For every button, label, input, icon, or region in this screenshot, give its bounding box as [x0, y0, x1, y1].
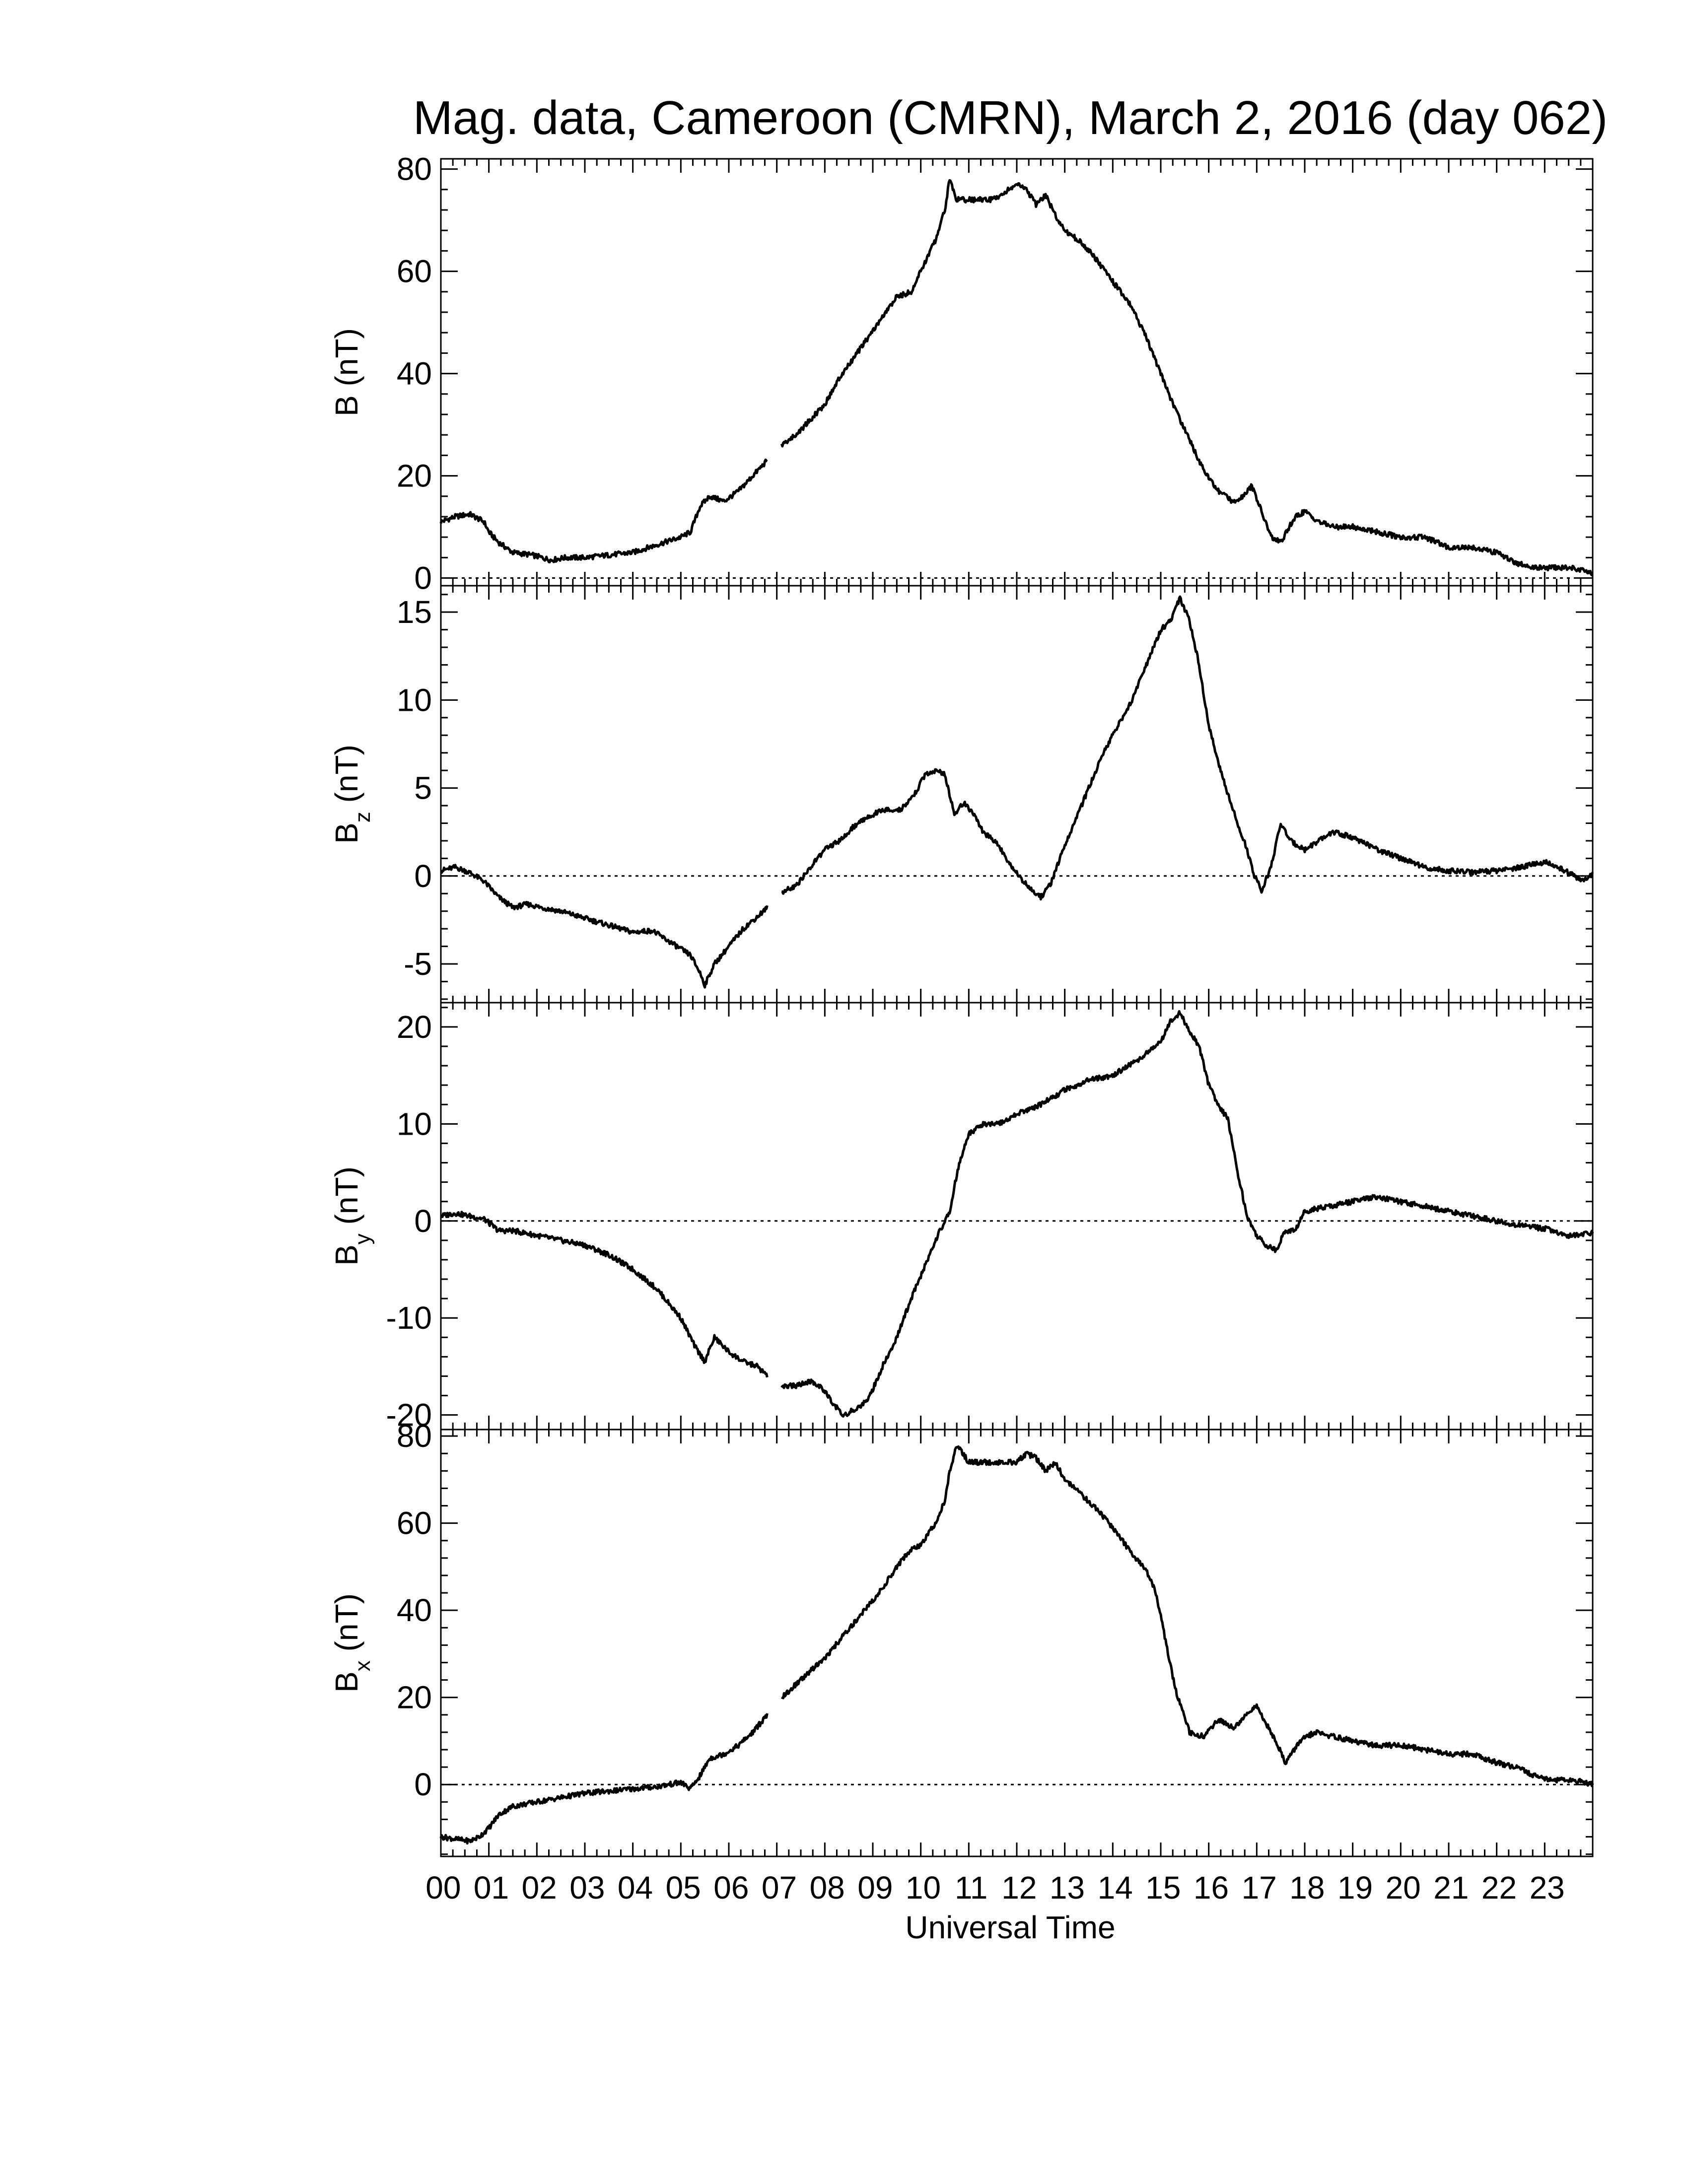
y-tick-label: 20 — [397, 1009, 432, 1045]
data-line-b — [780, 179, 1594, 577]
y-tick-label: 40 — [397, 356, 432, 392]
data-line-b — [439, 458, 768, 564]
data-line-by — [440, 1211, 769, 1378]
y-tick-label: -5 — [404, 946, 432, 982]
x-tick-label: 08 — [810, 1870, 845, 1906]
y-tick-label: 80 — [397, 151, 432, 187]
y-tick-label: -20 — [386, 1397, 432, 1433]
y-tick-label: 20 — [397, 1680, 432, 1715]
y-tick-label: -10 — [386, 1300, 432, 1336]
panels: 0 20 40 60 80 B (nT) -5 0 5 10 15 Bz (nT) -20 -10 0 10 2… — [329, 151, 1594, 1857]
x-tick-label: 21 — [1433, 1870, 1469, 1906]
x-tick-label: 20 — [1386, 1870, 1421, 1906]
y-axis-label: B (nT) — [329, 328, 364, 416]
x-tick-label: 01 — [474, 1870, 509, 1906]
panel-bz: -5 0 5 10 15 Bz (nT) — [329, 585, 1594, 1004]
y-tick-label: 15 — [397, 594, 432, 630]
x-tick-label: 22 — [1481, 1870, 1517, 1906]
data-line-bz — [781, 595, 1594, 901]
x-tick-label: 04 — [618, 1870, 653, 1906]
x-tick-label: 05 — [666, 1870, 701, 1906]
y-tick-label: 60 — [397, 254, 432, 289]
x-tick-label: 23 — [1530, 1870, 1565, 1906]
y-tick-label: 10 — [397, 682, 432, 718]
x-axis-tick-labels: 00 01 02 03 04 05 06 07 08 09 10 11 12 13 14 15 16 17 18 19… — [425, 1870, 1565, 1906]
y-axis-label: By (nT) — [329, 1166, 375, 1266]
x-tick-label: 18 — [1289, 1870, 1325, 1906]
x-tick-label: 11 — [955, 1870, 987, 1906]
data-line-bx — [439, 1713, 769, 1845]
data-line-by — [780, 1010, 1594, 1418]
panel-bx: 0 20 40 60 80 Bx (nT) — [329, 1418, 1594, 1857]
y-axis-label: Bz (nT) — [329, 745, 375, 844]
x-tick-label: 12 — [1001, 1870, 1037, 1906]
chart-title: Mag. data, Cameroon (CMRN), March 2, 201… — [413, 91, 1608, 144]
x-tick-label: 17 — [1242, 1870, 1277, 1906]
data-line-bx — [780, 1445, 1594, 1787]
x-tick-label: 16 — [1194, 1870, 1229, 1906]
x-tick-label: 02 — [522, 1870, 557, 1906]
data-line-bz — [440, 864, 769, 989]
y-tick-label: 0 — [414, 1203, 432, 1239]
y-tick-label: 0 — [414, 1767, 432, 1802]
x-tick-label: 13 — [1050, 1870, 1085, 1906]
x-tick-label: 00 — [425, 1870, 461, 1906]
x-tick-label: 19 — [1337, 1870, 1373, 1906]
x-tick-label: 10 — [906, 1870, 941, 1906]
y-tick-label: 0 — [414, 858, 432, 894]
x-tick-label: 15 — [1145, 1870, 1181, 1906]
x-axis-label: Universal Time — [905, 1910, 1115, 1945]
panel-b: 0 20 40 60 80 B (nT) — [329, 151, 1594, 596]
y-tick-label: 80 — [397, 1418, 432, 1454]
y-tick-label: 40 — [397, 1592, 432, 1628]
x-tick-label: 14 — [1098, 1870, 1133, 1906]
x-tick-label: 07 — [762, 1870, 797, 1906]
x-tick-label: 03 — [569, 1870, 605, 1906]
x-tick-label: 06 — [713, 1870, 749, 1906]
y-tick-label: 0 — [414, 560, 432, 596]
y-tick-label: 60 — [397, 1505, 432, 1541]
y-axis-label: Bx (nT) — [329, 1593, 375, 1693]
x-tick-label: 09 — [857, 1870, 893, 1906]
y-tick-label: 10 — [397, 1106, 432, 1142]
y-tick-label: 20 — [397, 458, 432, 494]
y-tick-label: 5 — [414, 770, 432, 806]
